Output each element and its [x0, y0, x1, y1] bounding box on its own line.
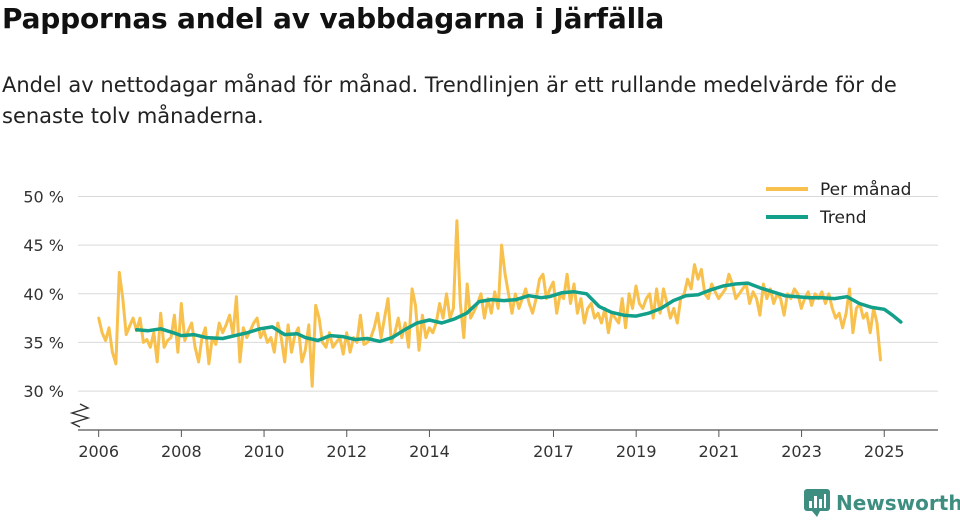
newsworthy-logo: Newsworthy: [804, 488, 960, 518]
series-line-monthly: [97, 219, 882, 388]
page-title: Pappornas andel av vabbdagarna i Järfäll…: [2, 2, 665, 35]
axis-break-icon: [69, 403, 91, 428]
y-tick-label: 35 %: [23, 333, 64, 352]
chart-subtitle: Andel av nettodagar månad för månad. Tre…: [2, 73, 897, 128]
x-tick-label: 2023: [781, 442, 822, 461]
series-layer: [97, 219, 903, 388]
brand-name: Newsworthy: [836, 491, 960, 515]
legend-label-monthly: Per månad: [820, 179, 911, 200]
x-tick-label: 2019: [616, 442, 657, 461]
y-tick-label: 50 %: [23, 187, 64, 206]
legend-label-trend: Trend: [819, 208, 867, 228]
series-line-trend: [134, 281, 903, 344]
grid-layer: [78, 195, 938, 392]
newsworthy-logo-icon: [804, 489, 830, 517]
x-tick-label: 2025: [864, 442, 905, 461]
x-tick-label: 2014: [409, 442, 450, 461]
x-tick-label: 2021: [699, 442, 740, 461]
y-tick-label: 40 %: [23, 285, 64, 304]
x-tick-label: 2006: [78, 442, 119, 461]
x-tick-label: 2017: [533, 442, 574, 461]
x-tick-label: 2008: [161, 442, 202, 461]
legend: Per månad Trend: [766, 179, 911, 228]
x-tick-label: 2010: [244, 442, 285, 461]
y-tick-label: 30 %: [23, 382, 64, 401]
y-axis: 30 % 35 % 40 % 45 % 50 %: [23, 187, 64, 401]
x-tick-label: 2012: [326, 442, 367, 461]
x-axis: [69, 403, 938, 431]
y-tick-label: 45 %: [23, 236, 64, 255]
x-tick-labels: 2006 2008 2010 2012 2014 2017 2019 2021 2023 2025: [78, 430, 905, 461]
